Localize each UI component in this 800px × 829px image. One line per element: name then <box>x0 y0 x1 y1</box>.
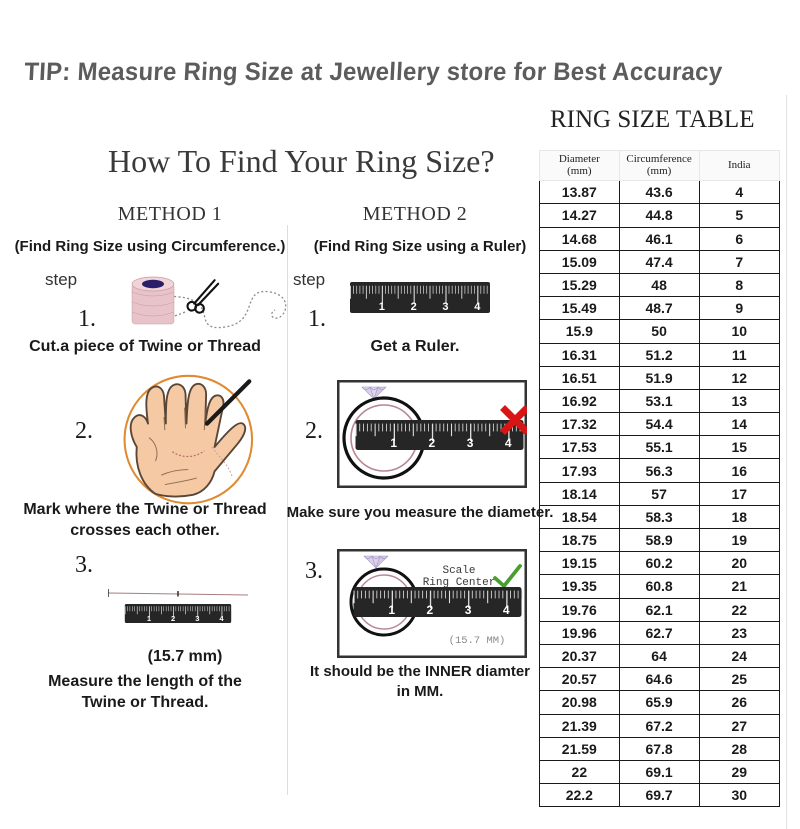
svg-text:1: 1 <box>379 301 385 313</box>
svg-text:2: 2 <box>427 603 434 617</box>
svg-text:4: 4 <box>505 436 512 450</box>
svg-text:Scale: Scale <box>442 565 475 577</box>
svg-text:2: 2 <box>411 301 417 313</box>
svg-text:1: 1 <box>388 603 395 617</box>
svg-text:(15.7 MM): (15.7 MM) <box>449 635 506 647</box>
svg-text:3: 3 <box>465 603 472 617</box>
svg-text:4: 4 <box>474 301 481 313</box>
svg-text:1: 1 <box>390 436 397 450</box>
svg-text:2: 2 <box>171 614 175 623</box>
svg-text:3: 3 <box>195 614 199 623</box>
svg-text:4: 4 <box>503 603 510 617</box>
svg-text:3: 3 <box>467 436 474 450</box>
svg-text:2: 2 <box>429 436 436 450</box>
svg-text:3: 3 <box>442 301 448 313</box>
